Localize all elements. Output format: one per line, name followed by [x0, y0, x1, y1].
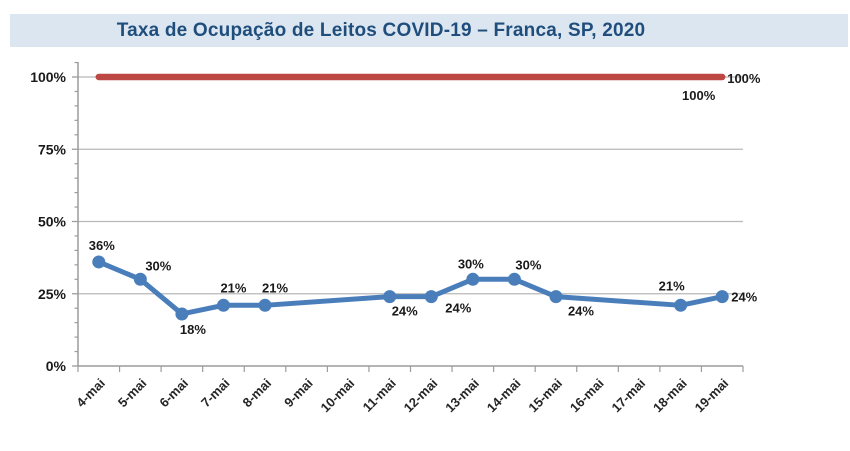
data-label: 24%: [445, 301, 471, 316]
data-label: 24%: [568, 304, 594, 319]
x-tick-label: 11-mai: [360, 376, 399, 415]
series-line-taxa-ocupacao-leitos: [96, 259, 725, 317]
y-tick-label: 0%: [46, 358, 67, 374]
data-label: 100%: [682, 88, 716, 103]
data-point: [92, 255, 106, 269]
x-tick-label: 12-mai: [401, 376, 441, 416]
x-tick-label: 8-mai: [240, 376, 275, 411]
data-label: 21%: [262, 280, 288, 295]
y-tick-label: 75%: [38, 141, 67, 157]
x-tick-label: 13-mai: [442, 376, 482, 416]
title-banner: Taxa de Ocupação de Leitos COVID-19 – Fr…: [10, 14, 848, 47]
data-point: [507, 272, 521, 286]
x-tick-label: 17-mai: [608, 376, 648, 416]
data-label: 30%: [458, 256, 484, 271]
x-tick-label: 15-mai: [525, 376, 565, 416]
x-tick-label: 7-mai: [198, 376, 233, 411]
data-label: 21%: [659, 278, 685, 293]
data-point: [258, 298, 272, 312]
data-label: 24%: [392, 304, 418, 319]
data-point: [715, 290, 729, 304]
data-label: 24%: [731, 290, 757, 305]
x-tick-label: 18-mai: [650, 376, 690, 416]
y-tick-label: 100%: [30, 69, 66, 85]
y-tick-label: 50%: [38, 214, 67, 230]
data-point: [383, 290, 397, 304]
data-point: [133, 272, 147, 286]
data-label: 30%: [515, 257, 541, 272]
chart-title: Taxa de Ocupação de Leitos COVID-19 – Fr…: [116, 20, 646, 41]
x-tick-label: 5-mai: [115, 376, 150, 411]
data-point: [549, 290, 563, 304]
data-point: [674, 298, 688, 312]
data-point: [424, 290, 438, 304]
data-point: [466, 272, 480, 286]
y-tick-label: 25%: [38, 286, 67, 302]
data-point: [175, 307, 189, 321]
x-tick-label: 10-mai: [318, 376, 358, 416]
x-tick-label: 19-mai: [692, 376, 732, 416]
data-label: 36%: [89, 238, 115, 253]
data-label: 100%: [727, 71, 761, 86]
x-tick-label: 6-mai: [156, 376, 191, 411]
x-tick-label: 14-mai: [484, 376, 524, 416]
data-label: 21%: [220, 280, 246, 295]
x-tick-label: 4-mai: [73, 376, 108, 411]
x-tick-label: 9-mai: [281, 376, 316, 411]
data-label: 18%: [180, 322, 206, 337]
data-label: 30%: [145, 258, 171, 273]
data-point: [216, 298, 230, 312]
x-tick-label: 16-mai: [567, 376, 607, 416]
